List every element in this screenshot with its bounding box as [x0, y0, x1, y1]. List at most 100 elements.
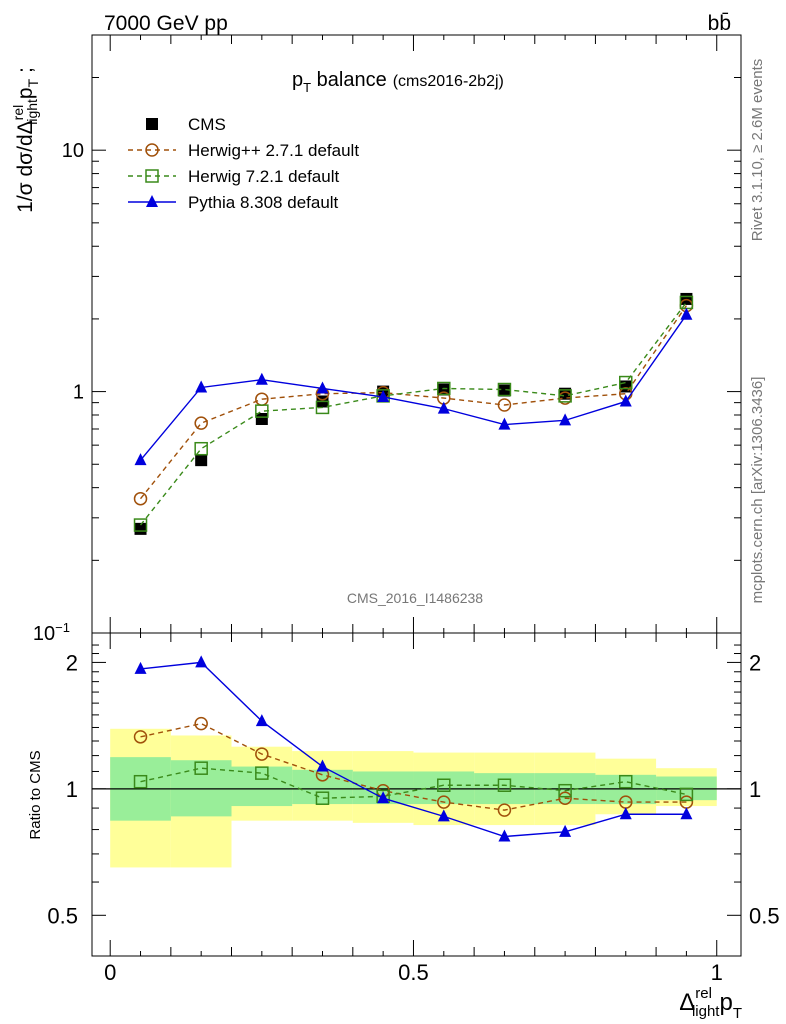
main-pythia-8-308-default-point: [255, 372, 268, 385]
main-cms-point: [134, 522, 147, 535]
ratio-herwig-7-2-1-default-point: [255, 766, 269, 780]
ratio-herwig-2-7-1-default-point: [497, 803, 512, 817]
ratio-uncertainty-bands: [92, 728, 741, 868]
main-y-tick-label: 10−1: [33, 620, 70, 645]
main-herwig-7-2-1-default-point: [315, 400, 330, 415]
ratio-pythia-8-308-default-point: [316, 759, 329, 772]
ratio-herwig-2-7-1-default-point: [437, 795, 451, 809]
ratio-herwig-7-2-1-default-point: [558, 783, 572, 798]
main-series-layer: [133, 292, 694, 535]
main-herwig-7-2-1-default-line: [139, 302, 687, 526]
main-herwig-2-7-1-default-line: [139, 305, 687, 500]
ratio-herwig-2-7-1-default-point: [558, 791, 572, 805]
ratio-pythia-8-308-default-point: [437, 809, 450, 822]
main-y-tick-label: 1: [73, 382, 84, 404]
main-herwig-7-2-1-default-point: [619, 375, 633, 390]
ratio-y-tick-label-right: 0.5: [749, 903, 780, 928]
ratio-herwig-7-2-1-default-point: [497, 778, 512, 792]
green-band-bin: [231, 766, 293, 807]
ratio-y-tick-label-right: 2: [749, 650, 761, 675]
main-pythia-8-308-default-point: [134, 453, 147, 466]
axes-layer: 10−1 1 10 0.5 0.5 1 1 2 2 0 0.5 1: [33, 34, 780, 985]
main-pythia-8-308-default-line: [139, 314, 687, 461]
ratio-pythia-8-308-default-point: [255, 714, 268, 727]
ratio-pythia-8-308-default-point: [619, 807, 632, 820]
green-band-bin: [413, 771, 475, 805]
ratio-herwig-2-7-1-default-series: [133, 716, 694, 817]
ratio-herwig-7-2-1-default-point: [194, 761, 208, 775]
header-right: bb̄: [708, 12, 731, 35]
main-pythia-8-308-default-point: [619, 394, 632, 407]
main-herwig-7-2-1-default-point: [255, 404, 269, 418]
ratio-pythia-8-308-default-point: [680, 807, 693, 820]
main-herwig-2-7-1-default-point: [194, 416, 208, 430]
ratio-frame: [91, 632, 742, 957]
x-tick-label: 1: [711, 960, 723, 985]
main-pythia-8-308-default-point: [195, 380, 208, 393]
main-pythia-8-308-default-point: [680, 307, 693, 320]
ratio-series-layer: [133, 655, 694, 842]
analysis-watermark: CMS_2016_I1486238: [347, 590, 483, 606]
main-pythia-8-308-default-point: [437, 401, 450, 414]
ratio-herwig-7-2-1-default-point: [133, 774, 148, 789]
ratio-pythia-8-308-default-point: [134, 661, 147, 674]
ratio-y-tick-label: 2: [66, 650, 78, 675]
ratio-herwig-2-7-1-default-point: [194, 716, 208, 731]
ratio-herwig-7-2-1-default-point: [437, 778, 451, 792]
header-left: 7000 GeV pp: [104, 12, 228, 35]
main-cms-point: [559, 387, 572, 400]
green-band-bin: [292, 769, 353, 805]
main-cms-point: [195, 454, 208, 467]
main-pythia-8-308-default-point: [316, 381, 329, 394]
ratio-herwig-7-2-1-default-line: [140, 767, 687, 799]
ratio-y-tick-label: 0.5: [47, 903, 78, 928]
plot-title: pT balance (cms2016-2b2j): [292, 69, 504, 95]
x-tick-label: 0: [104, 960, 116, 985]
ratio-pythia-8-308-default-point: [195, 655, 208, 668]
main-pythia-8-308-default-series: [134, 307, 693, 466]
main-cms-series: [134, 292, 693, 535]
mcplots-label: mcplots.cern.ch [arXiv:1306.3436]: [749, 377, 766, 604]
main-y-axis-title: 1/σ dσ/dΔrellightpT ;: [10, 67, 41, 213]
ratio-herwig-7-2-1-default-point: [315, 791, 330, 805]
main-y-tick-label-exponent: −1: [55, 620, 70, 635]
ratio-herwig-2-7-1-default-line: [140, 722, 687, 811]
main-herwig-2-7-1-default-point: [133, 491, 148, 506]
main-herwig-7-2-1-default-point: [133, 518, 148, 532]
ratio-y-tick-label-right: 1: [749, 777, 761, 802]
legend-cms-label: CMS: [188, 115, 226, 134]
ratio-y-axis-title: Ratio to CMS: [27, 750, 44, 839]
legend: CMS Herwig++ 2.7.1 default Herwig 7.2.1 de…: [128, 115, 359, 212]
main-cms-point: [498, 384, 511, 397]
legend-herwig-7-2-1-default-marker: [145, 169, 159, 183]
legend-pythia-8-308-default-marker: [146, 195, 158, 207]
main-herwig-7-2-1-default-point: [497, 382, 512, 397]
main-pythia-8-308-default-point: [559, 413, 572, 426]
ratio-pythia-8-308-default-point: [559, 824, 572, 837]
ratio-herwig-7-2-1-default-point: [679, 787, 694, 802]
x-axis-title: Δrel lightpT: [679, 985, 742, 1022]
legend-cms-marker: [146, 118, 158, 130]
main-herwig-7-2-1-default-point: [437, 381, 451, 396]
ratio-pythia-8-308-default-point: [498, 829, 511, 842]
x-tick-label: 0.5: [398, 960, 429, 985]
ratio-herwig-2-7-1-default-point: [133, 730, 148, 744]
main-herwig-7-2-1-default-point: [194, 441, 208, 456]
ratio-y-tick-label: 1: [66, 777, 78, 802]
rivet-version-label: Rivet 3.1.10, ≥ 2.6M events: [749, 59, 766, 242]
legend-herwig-7-2-1-default-label: Herwig 7.2.1 default: [188, 167, 339, 186]
ratio-herwig-7-2-1-default-point: [619, 774, 633, 789]
ratio-herwig-2-7-1-default-point: [255, 747, 269, 761]
main-cms-point: [255, 412, 268, 425]
main-pythia-8-308-default-point: [498, 417, 511, 430]
main-herwig-7-2-1-default-series: [133, 295, 694, 532]
legend-pythia-8-308-default-label: Pythia 8.308 default: [188, 193, 339, 212]
ratio-pythia-8-308-default-line: [140, 661, 687, 838]
main-pythia-8-308-default-point: [377, 389, 390, 402]
legend-herwig-2-7-1-default-label: Herwig++ 2.7.1 default: [188, 141, 359, 160]
main-y-tick-label: 10: [62, 140, 84, 162]
main-herwig-7-2-1-default-point: [558, 389, 572, 403]
legend-herwig-2-7-1-default-marker: [145, 143, 159, 157]
ratio-pythia-8-308-default-series: [134, 655, 693, 842]
